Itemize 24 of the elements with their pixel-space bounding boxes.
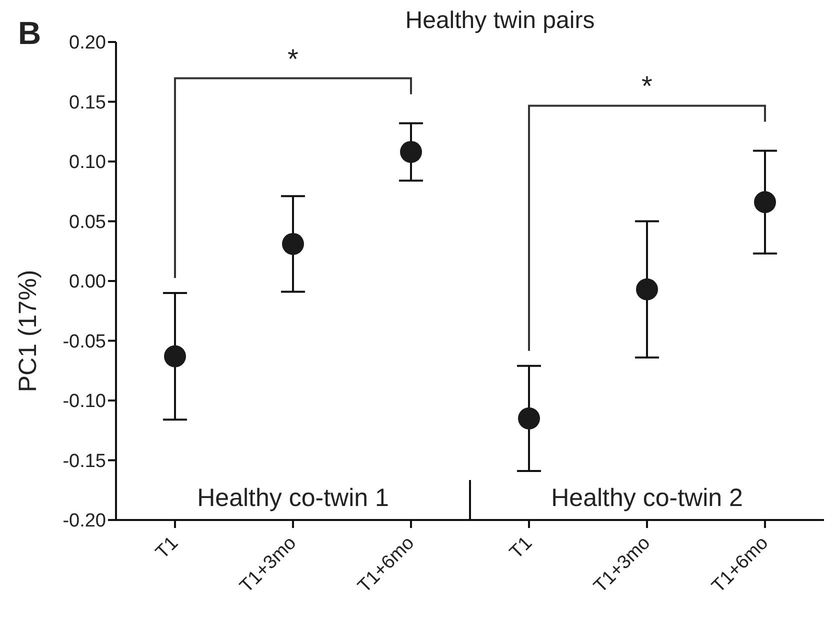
annotation: Healthy co-twin 1 bbox=[197, 484, 389, 512]
point bbox=[754, 191, 776, 214]
point bbox=[636, 278, 658, 300]
y-tick-label: -0.15 bbox=[62, 450, 106, 472]
y-tick-label: 0.00 bbox=[69, 272, 106, 293]
y-tick-label: 0.20 bbox=[69, 32, 106, 54]
annotation: * bbox=[288, 43, 299, 74]
y-tick-label: -0.05 bbox=[62, 331, 106, 352]
point bbox=[400, 140, 422, 163]
y-tick-label: 0.05 bbox=[69, 212, 106, 233]
text: B bbox=[18, 15, 42, 51]
annotation: * bbox=[642, 70, 653, 102]
x-tick-label: T1 bbox=[152, 532, 183, 564]
chart-title: Healthy twin pairs bbox=[405, 7, 595, 34]
point bbox=[164, 345, 186, 368]
y-axis-title: PC1 (17%) bbox=[14, 270, 42, 392]
point bbox=[282, 232, 304, 255]
y-tick-label: -0.10 bbox=[62, 391, 106, 412]
annotation: Healthy co-twin 2 bbox=[551, 484, 743, 512]
point bbox=[518, 407, 540, 430]
x-tick-label: T1 bbox=[506, 532, 537, 564]
y-tick-label: 0.10 bbox=[69, 152, 106, 174]
y-tick-label: -0.20 bbox=[62, 510, 106, 532]
y-tick-label: 0.15 bbox=[69, 92, 106, 114]
